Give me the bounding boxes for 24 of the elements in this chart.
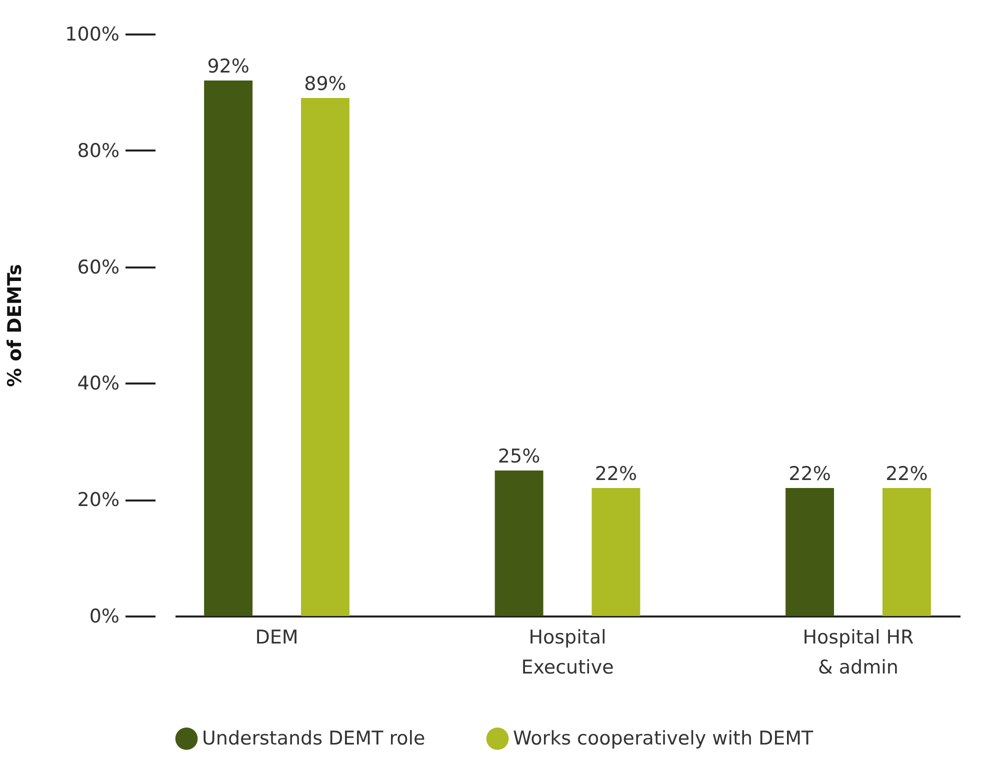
data-label: 92% [207, 56, 250, 78]
y-tick-label: 0% [89, 606, 120, 628]
bar [494, 470, 544, 616]
legend-label: Works cooperatively with DEMT [513, 728, 814, 750]
x-tick-label: Hospital HR & admin [802, 626, 914, 678]
data-label: 22% [594, 462, 638, 485]
data-label: 89% [304, 73, 346, 96]
legend-label: Understands DEMT role [202, 728, 426, 750]
x-tick-label: DEM [255, 626, 298, 648]
bar [882, 488, 931, 616]
bar [300, 98, 350, 616]
data-label: 25% [498, 446, 540, 468]
y-axis-title: % of DEMTs [4, 264, 26, 387]
y-tick-label: 80% [77, 140, 120, 162]
y-tick-label: 100% [65, 24, 120, 46]
bar [786, 488, 834, 616]
bar [204, 80, 253, 616]
data-label: 22% [886, 462, 928, 485]
y-tick-label: 40% [77, 372, 120, 395]
x-tick-label: Hospital Executive [521, 626, 614, 678]
bar [592, 488, 640, 616]
data-label: 22% [788, 462, 831, 485]
y-tick-label: 60% [77, 256, 120, 278]
y-tick-label: 20% [77, 489, 120, 512]
